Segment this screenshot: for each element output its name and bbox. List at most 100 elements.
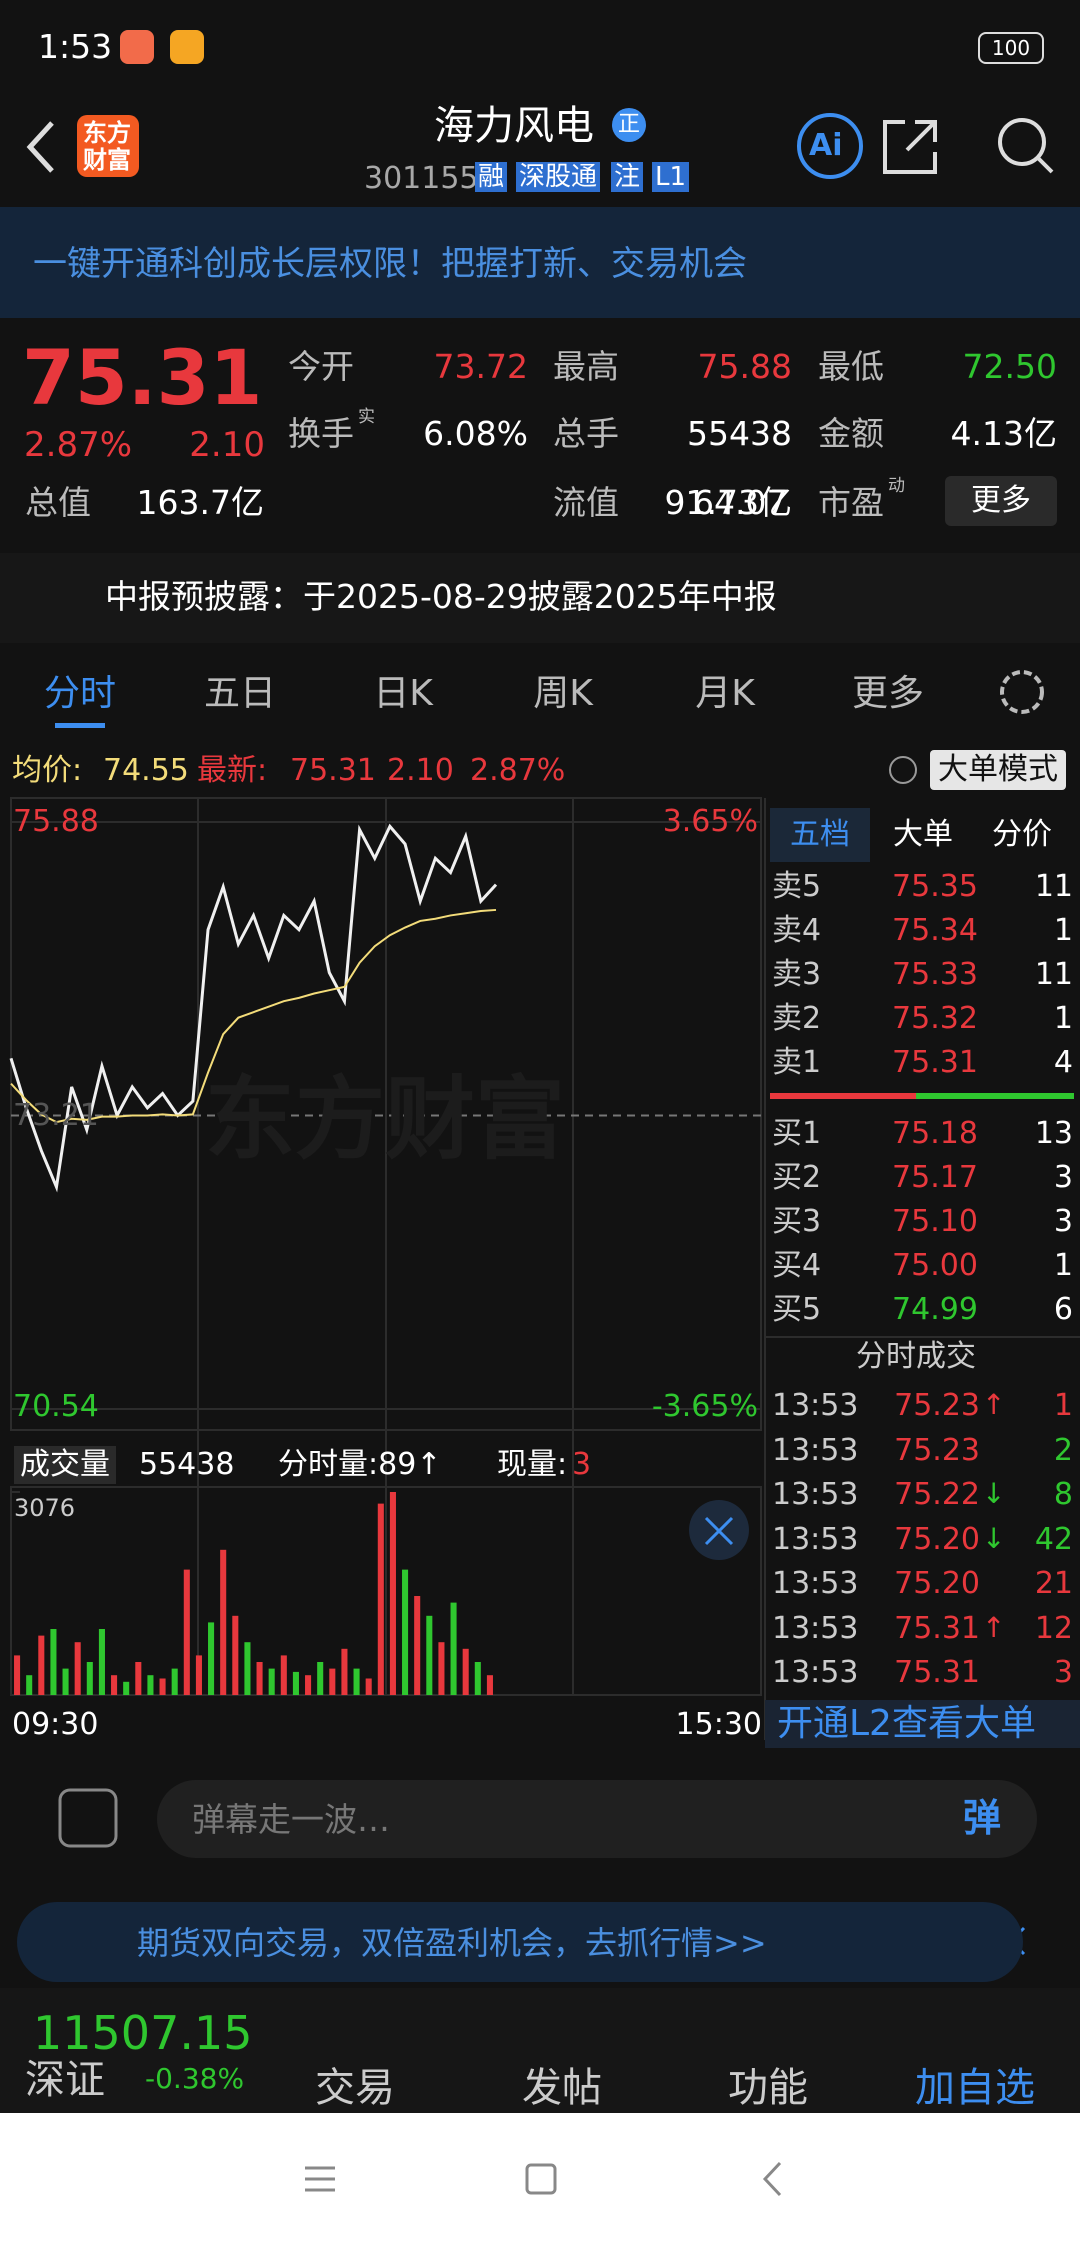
book-qty: 6 — [1053, 1292, 1073, 1327]
volume-bar — [462, 1648, 469, 1695]
book-label: 买4 — [772, 1248, 822, 1283]
volume-bar — [220, 1549, 227, 1695]
field-sup: 动 — [888, 476, 905, 496]
tab[interactable]: 分时 — [43, 673, 117, 714]
tab[interactable]: 周K — [533, 673, 593, 714]
book-qty: 11 — [1034, 869, 1073, 904]
trade-arrow: ↑ — [982, 1610, 1006, 1644]
ad-text[interactable]: 期货双向交易，双倍盈利机会，去抓行情>> — [137, 1924, 767, 1962]
l2-text[interactable]: 开通L2查看大单 — [777, 1703, 1036, 1744]
book-price: 75.00 — [892, 1248, 978, 1283]
ai-label[interactable]: Ai — [809, 128, 843, 163]
ad-bar[interactable] — [17, 1902, 1023, 1982]
book-qty: 4 — [1053, 1045, 1073, 1080]
y2-tick-label: -3.65% — [651, 1389, 758, 1424]
volume-label[interactable]: 成交量 — [14, 1446, 116, 1484]
tab[interactable]: 更多 — [851, 673, 925, 714]
notice-text[interactable]: 中报预披露：于2025-08-29披露2025年中报 — [105, 577, 777, 616]
field-value: 64.07 — [693, 483, 788, 522]
trade-price: 75.20 — [894, 1521, 980, 1557]
price-line — [10, 908, 497, 1124]
nav-item[interactable]: 发帖 — [522, 2065, 602, 2111]
more-label[interactable]: 更多 — [971, 483, 1031, 518]
ask-bar — [770, 1093, 916, 1099]
trade-arrow: ↓ — [982, 1477, 1006, 1510]
danmu-send[interactable]: 弹 — [963, 1796, 1002, 1840]
volume-bar — [341, 1648, 348, 1695]
field-value: 4.13亿 — [950, 414, 1057, 453]
volume-bar — [86, 1662, 93, 1695]
trade-time: 13:53 — [772, 1477, 859, 1512]
book-qty: 3 — [1053, 1204, 1073, 1239]
book-label: 卖2 — [772, 1001, 822, 1036]
book-price: 75.34 — [892, 913, 978, 948]
trade-qty: 42 — [1034, 1521, 1073, 1557]
volume-bar — [195, 1655, 202, 1695]
volume-bar — [135, 1662, 142, 1695]
latest-change: 2.10 — [387, 753, 454, 788]
tag: 注 — [611, 162, 644, 192]
tab[interactable]: 月K — [695, 673, 755, 714]
trade-time: 13:53 — [772, 1432, 859, 1468]
danmu-placeholder[interactable]: 弹幕走一波… — [192, 1800, 390, 1839]
field-label: 最高 — [553, 347, 619, 386]
volume-bar — [232, 1615, 239, 1695]
current-volume: 3 — [572, 1447, 592, 1482]
field-value: 73.72 — [433, 347, 528, 386]
y-tick-label: 75.88 — [13, 804, 99, 839]
latest-value: 75.31 — [290, 753, 376, 788]
book-price: 75.10 — [892, 1204, 978, 1239]
field-value: 75.88 — [697, 347, 792, 386]
nav-item[interactable]: 交易 — [315, 2065, 395, 2111]
tab[interactable]: 日K — [373, 673, 433, 714]
book-tab[interactable]: 五档 — [790, 817, 850, 852]
book-tab[interactable]: 大单 — [893, 817, 953, 852]
avg-label: 均价: — [12, 753, 83, 788]
trades-title: 分时成交 — [856, 1339, 976, 1374]
book-tab[interactable]: 分价 — [992, 817, 1052, 852]
trade-qty: 12 — [1034, 1610, 1073, 1646]
system-nav — [0, 2113, 1080, 2244]
y-tick-label: 73.21 — [13, 1097, 99, 1133]
field-value: 72.50 — [962, 347, 1057, 386]
volume-bar — [62, 1668, 69, 1695]
notice-bar[interactable] — [0, 553, 1080, 643]
avg-value: 74.55 — [103, 753, 189, 788]
trade-price: 75.23 — [894, 1432, 980, 1468]
tab-indicator — [55, 723, 105, 728]
book-label: 卖1 — [772, 1045, 822, 1080]
stock-name: 海力风电 — [434, 103, 594, 149]
trade-time: 13:53 — [772, 1655, 859, 1690]
index-change[interactable]: -0.38% — [145, 2062, 245, 2095]
l2-banner[interactable] — [765, 1700, 1080, 1748]
nav-item[interactable]: 功能 — [728, 2065, 808, 2111]
volume-bar — [377, 1503, 384, 1695]
danmu-input[interactable] — [157, 1780, 1037, 1858]
y2-tick-label: 3.65% — [662, 804, 758, 839]
volume-bar — [244, 1642, 251, 1695]
volume-bar — [280, 1655, 287, 1695]
book-label: 卖4 — [772, 913, 822, 948]
volume-total: 55438 — [139, 1447, 235, 1482]
field-label: 换手 — [288, 414, 354, 453]
banner[interactable] — [0, 207, 1080, 318]
tab[interactable]: 五日 — [203, 673, 277, 714]
index-name[interactable]: 深证 — [25, 2057, 105, 2103]
logo: 东方 财富 — [77, 115, 139, 177]
volume-bar — [123, 1681, 130, 1695]
index-value[interactable]: 11507.15 — [33, 2006, 253, 2060]
volume-bar — [402, 1569, 409, 1695]
more-button[interactable]: 更多 — [945, 476, 1057, 526]
volume-bar — [256, 1662, 263, 1695]
volume-bar — [292, 1671, 299, 1695]
banner-text[interactable]: 一键开通科创成长层权限！把握打新、交易机会 — [33, 244, 747, 284]
volume-bar — [268, 1668, 275, 1695]
mode-button[interactable]: 大单模式 — [930, 750, 1066, 790]
trade-price: 75.20 — [894, 1566, 980, 1601]
volume-bar — [208, 1622, 215, 1695]
field-label: 总值 — [25, 483, 91, 522]
nav-item[interactable]: 加自选 — [915, 2065, 1035, 2111]
book-qty: 13 — [1034, 1116, 1073, 1151]
